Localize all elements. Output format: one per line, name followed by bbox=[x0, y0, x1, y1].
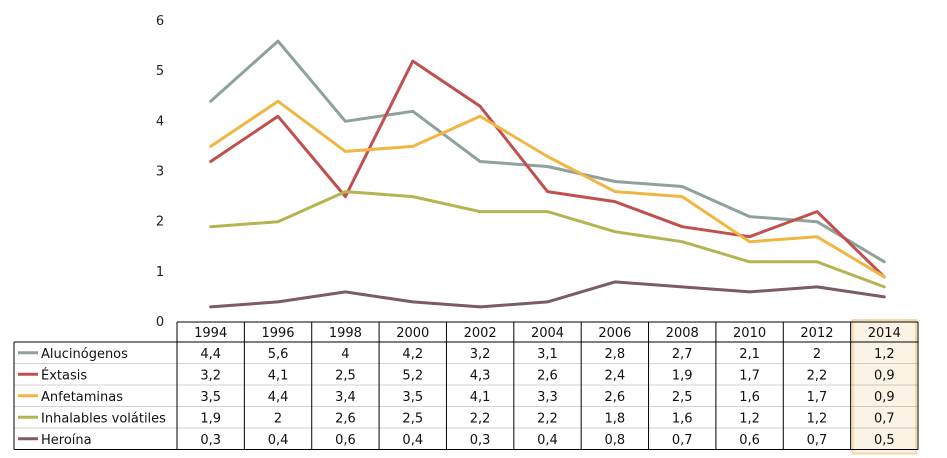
data-label: 0,7 bbox=[874, 411, 895, 426]
x-tick-label: 2002 bbox=[464, 326, 497, 341]
data-label: 4,2 bbox=[402, 347, 423, 362]
data-label: 0,5 bbox=[874, 433, 895, 448]
x-tick-label: 2006 bbox=[598, 326, 631, 341]
y-tick-label: 5 bbox=[156, 64, 164, 79]
data-label: 1,9 bbox=[672, 368, 693, 383]
data-label: 3,5 bbox=[200, 390, 221, 405]
data-label: 1,6 bbox=[672, 411, 693, 426]
x-tick-label: 1998 bbox=[329, 326, 362, 341]
data-label: 1,7 bbox=[807, 390, 828, 405]
data-label: 0,3 bbox=[470, 433, 491, 448]
x-tick-label: 2014 bbox=[868, 326, 901, 341]
data-label: 3,2 bbox=[200, 368, 221, 383]
data-label: 4,1 bbox=[268, 368, 289, 383]
x-tick-label: 1996 bbox=[261, 326, 294, 341]
data-label: 1,6 bbox=[739, 390, 760, 405]
series-line bbox=[209, 280, 886, 309]
legend-label: Heroína bbox=[41, 433, 92, 448]
data-label: 2,6 bbox=[335, 411, 356, 426]
y-tick-label: 2 bbox=[156, 215, 164, 230]
data-label: 4,3 bbox=[470, 368, 491, 383]
data-label: 2,1 bbox=[739, 347, 760, 362]
y-tick-label: 3 bbox=[156, 165, 164, 180]
y-tick-label: 6 bbox=[156, 14, 164, 29]
data-label: 0,3 bbox=[200, 433, 221, 448]
x-tick-label: 2004 bbox=[531, 326, 564, 341]
data-label: 5,2 bbox=[402, 368, 423, 383]
data-label: 2,2 bbox=[470, 411, 491, 426]
legend-label: Inhalables volátiles bbox=[41, 411, 166, 426]
series-line bbox=[209, 99, 886, 279]
data-label: 2,4 bbox=[605, 368, 626, 383]
data-label: 2,2 bbox=[807, 368, 828, 383]
data-label: 3,3 bbox=[537, 390, 558, 405]
data-label: 0,6 bbox=[335, 433, 356, 448]
x-tick-label: 1994 bbox=[194, 326, 227, 341]
data-label: 3,5 bbox=[402, 390, 423, 405]
data-label: 0,8 bbox=[605, 433, 626, 448]
data-label: 0,4 bbox=[537, 433, 558, 448]
series-line bbox=[209, 39, 886, 264]
data-label: 1,9 bbox=[200, 411, 221, 426]
y-axis: 0 1 2 3 4 5 6 bbox=[156, 14, 164, 330]
data-label: 2 bbox=[813, 347, 821, 362]
data-label: 0,9 bbox=[874, 390, 895, 405]
series-lines bbox=[209, 39, 886, 309]
y-tick-label: 0 bbox=[156, 315, 164, 330]
y-tick-label: 1 bbox=[156, 265, 164, 280]
data-label: 2,5 bbox=[672, 390, 693, 405]
data-label: 1,8 bbox=[605, 411, 626, 426]
x-tick-label: 2008 bbox=[666, 326, 699, 341]
data-label: 2,8 bbox=[605, 347, 626, 362]
data-label: 0,7 bbox=[672, 433, 693, 448]
series-line bbox=[209, 190, 886, 289]
data-label: 0,6 bbox=[739, 433, 760, 448]
data-label: 0,9 bbox=[874, 368, 895, 383]
data-label: 2 bbox=[274, 411, 282, 426]
data-label: 3,4 bbox=[335, 390, 356, 405]
data-label: 2,6 bbox=[537, 368, 558, 383]
data-label: 4,4 bbox=[268, 390, 289, 405]
series-line bbox=[209, 59, 886, 279]
data-label: 2,5 bbox=[402, 411, 423, 426]
data-label: 1,2 bbox=[739, 411, 760, 426]
x-tick-label: 2010 bbox=[733, 326, 766, 341]
data-label: 1,2 bbox=[807, 411, 828, 426]
data-label: 2,7 bbox=[672, 347, 693, 362]
legend-label: Éxtasis bbox=[41, 367, 87, 383]
data-label: 5,6 bbox=[268, 347, 289, 362]
data-label: 0,4 bbox=[402, 433, 423, 448]
data-label: 0,4 bbox=[268, 433, 289, 448]
data-label: 3,1 bbox=[537, 347, 558, 362]
data-label: 0,7 bbox=[807, 433, 828, 448]
x-tick-label: 2012 bbox=[800, 326, 833, 341]
legend-label: Alucinógenos bbox=[41, 347, 128, 362]
data-label: 1,2 bbox=[874, 347, 895, 362]
data-label: 2,2 bbox=[537, 411, 558, 426]
data-label: 4,4 bbox=[200, 347, 221, 362]
data-label: 4,1 bbox=[470, 390, 491, 405]
data-label: 2,5 bbox=[335, 368, 356, 383]
x-tick-label: 2000 bbox=[396, 326, 429, 341]
y-tick-label: 4 bbox=[156, 114, 164, 129]
data-label: 1,7 bbox=[739, 368, 760, 383]
data-label: 3,2 bbox=[470, 347, 491, 362]
data-label: 4 bbox=[341, 347, 349, 362]
data-table: 1994 1996 1998 2000 2002 2004 2006 2008 2010 2012… bbox=[13, 321, 919, 450]
legend-label: Anfetaminas bbox=[41, 390, 123, 405]
data-label: 2,6 bbox=[605, 390, 626, 405]
